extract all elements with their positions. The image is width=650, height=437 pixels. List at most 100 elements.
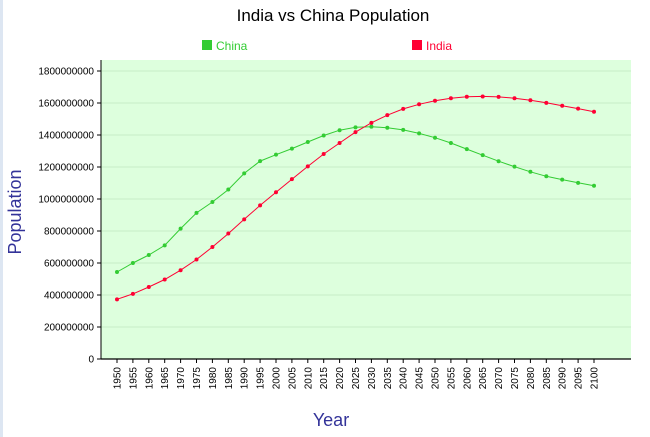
data-point-china-2045 xyxy=(417,131,422,136)
x-tick-label-30: 2100 xyxy=(590,367,601,390)
data-point-china-1955 xyxy=(130,261,135,265)
data-point-india-2000 xyxy=(274,190,278,195)
data-point-china-2000 xyxy=(274,152,278,157)
y-tick-label-4: 800000000 xyxy=(44,227,94,238)
x-tick-label-14: 2020 xyxy=(335,367,346,390)
data-point-india-2090 xyxy=(560,103,565,108)
y-tick-label-9: 1800000000 xyxy=(38,67,94,78)
data-point-china-2040 xyxy=(401,127,406,132)
x-tick-label-28: 2090 xyxy=(558,367,569,390)
y-axis-label: Population xyxy=(5,169,25,254)
data-point-china-2010 xyxy=(305,140,310,145)
x-tick-label-8: 1990 xyxy=(240,367,251,390)
x-tick-label-24: 2070 xyxy=(494,367,505,390)
y-tick-label-2: 400000000 xyxy=(44,291,94,302)
plot-area xyxy=(101,60,631,359)
data-point-india-2050 xyxy=(433,98,437,103)
data-point-china-1995 xyxy=(258,159,263,164)
data-point-india-2095 xyxy=(576,106,581,111)
y-tick-label-1: 200000000 xyxy=(44,323,94,334)
data-point-china-2005 xyxy=(289,146,294,151)
data-point-china-1980 xyxy=(210,200,215,205)
x-tick-label-19: 2045 xyxy=(415,367,426,390)
legend: China India xyxy=(202,39,452,53)
data-point-china-2030 xyxy=(369,124,374,129)
x-tick-label-6: 1980 xyxy=(208,367,219,390)
data-point-china-2095 xyxy=(576,180,581,185)
data-point-india-2005 xyxy=(289,177,294,182)
data-point-china-2050 xyxy=(433,135,437,140)
x-tick-label-3: 1965 xyxy=(160,367,171,390)
x-tick-label-29: 2095 xyxy=(574,367,585,390)
x-tick-label-0: 1950 xyxy=(113,367,124,390)
data-point-india-2085 xyxy=(544,100,549,105)
window-edge xyxy=(0,0,3,437)
grid-lines xyxy=(101,70,631,328)
y-tick-label-3: 600000000 xyxy=(44,259,94,270)
y-tick-label-5: 1000000000 xyxy=(38,195,94,206)
data-point-india-2065 xyxy=(480,94,485,99)
x-tick-label-12: 2010 xyxy=(303,367,314,390)
data-point-china-1990 xyxy=(242,171,247,176)
data-point-india-2040 xyxy=(401,106,406,111)
x-tick-label-9: 1995 xyxy=(256,367,267,390)
x-tick-label-7: 1985 xyxy=(224,367,235,390)
y-tick-label-0: 0 xyxy=(88,355,94,366)
data-point-china-2080 xyxy=(528,169,533,174)
data-point-india-2030 xyxy=(369,120,374,125)
y-tick-label-8: 1600000000 xyxy=(38,99,94,110)
legend-swatch-india xyxy=(412,40,422,50)
data-point-india-1995 xyxy=(258,203,263,208)
chart-title: India vs China Population xyxy=(237,6,430,25)
x-tick-label-10: 2000 xyxy=(272,367,283,390)
data-point-india-2100 xyxy=(592,109,596,114)
x-tick-label-15: 2025 xyxy=(351,367,362,390)
x-tick-label-2: 1960 xyxy=(144,367,155,390)
y-tick-label-7: 1400000000 xyxy=(38,131,94,142)
data-point-india-2045 xyxy=(417,102,422,107)
data-point-india-2055 xyxy=(448,96,453,101)
x-tick-label-13: 2015 xyxy=(319,367,330,390)
data-point-india-1960 xyxy=(146,285,151,289)
data-point-china-2060 xyxy=(464,147,469,152)
x-axis-ticks: 1950 1955 1960 1965 1970 1975 1980 1985 1990 1995… xyxy=(113,359,601,389)
data-point-india-1990 xyxy=(242,217,247,222)
data-point-china-2020 xyxy=(337,128,342,133)
data-point-india-1965 xyxy=(162,277,167,282)
series-lines xyxy=(115,94,596,302)
data-point-india-2080 xyxy=(528,98,533,103)
data-point-china-2100 xyxy=(592,183,596,188)
x-tick-label-25: 2075 xyxy=(510,367,521,390)
x-tick-label-27: 2085 xyxy=(542,367,553,390)
data-point-china-2055 xyxy=(448,141,453,145)
data-point-india-2015 xyxy=(321,152,326,157)
data-point-india-1970 xyxy=(178,268,183,273)
x-tick-label-16: 2030 xyxy=(367,367,378,390)
x-tick-label-11: 2005 xyxy=(287,367,298,390)
data-point-china-2070 xyxy=(496,159,501,164)
data-point-india-2025 xyxy=(353,130,358,135)
data-point-china-1965 xyxy=(162,243,167,248)
x-tick-label-4: 1970 xyxy=(176,367,187,390)
x-tick-label-22: 2060 xyxy=(462,367,473,390)
x-tick-label-5: 1975 xyxy=(192,367,203,390)
legend-swatch-china xyxy=(202,40,212,50)
x-tick-label-1: 1955 xyxy=(128,367,139,390)
data-point-china-1950 xyxy=(115,269,119,274)
data-point-china-2085 xyxy=(544,174,549,179)
data-point-china-1960 xyxy=(146,253,151,257)
y-axis-ticks: 0 200000000 400000000 600000000 800000000 100… xyxy=(38,67,101,366)
x-tick-label-17: 2035 xyxy=(383,367,394,390)
data-point-india-1975 xyxy=(194,257,199,262)
data-point-china-1970 xyxy=(178,226,183,231)
data-point-china-1985 xyxy=(226,187,231,192)
data-point-india-2020 xyxy=(337,141,342,145)
y-tick-label-6: 1200000000 xyxy=(38,163,94,174)
data-point-china-2090 xyxy=(560,177,565,182)
x-axis-label: Year xyxy=(313,410,349,430)
data-point-india-2060 xyxy=(464,94,469,99)
x-tick-label-20: 2050 xyxy=(431,367,442,390)
data-point-india-1985 xyxy=(226,231,231,236)
legend-label-china: China xyxy=(216,39,248,53)
